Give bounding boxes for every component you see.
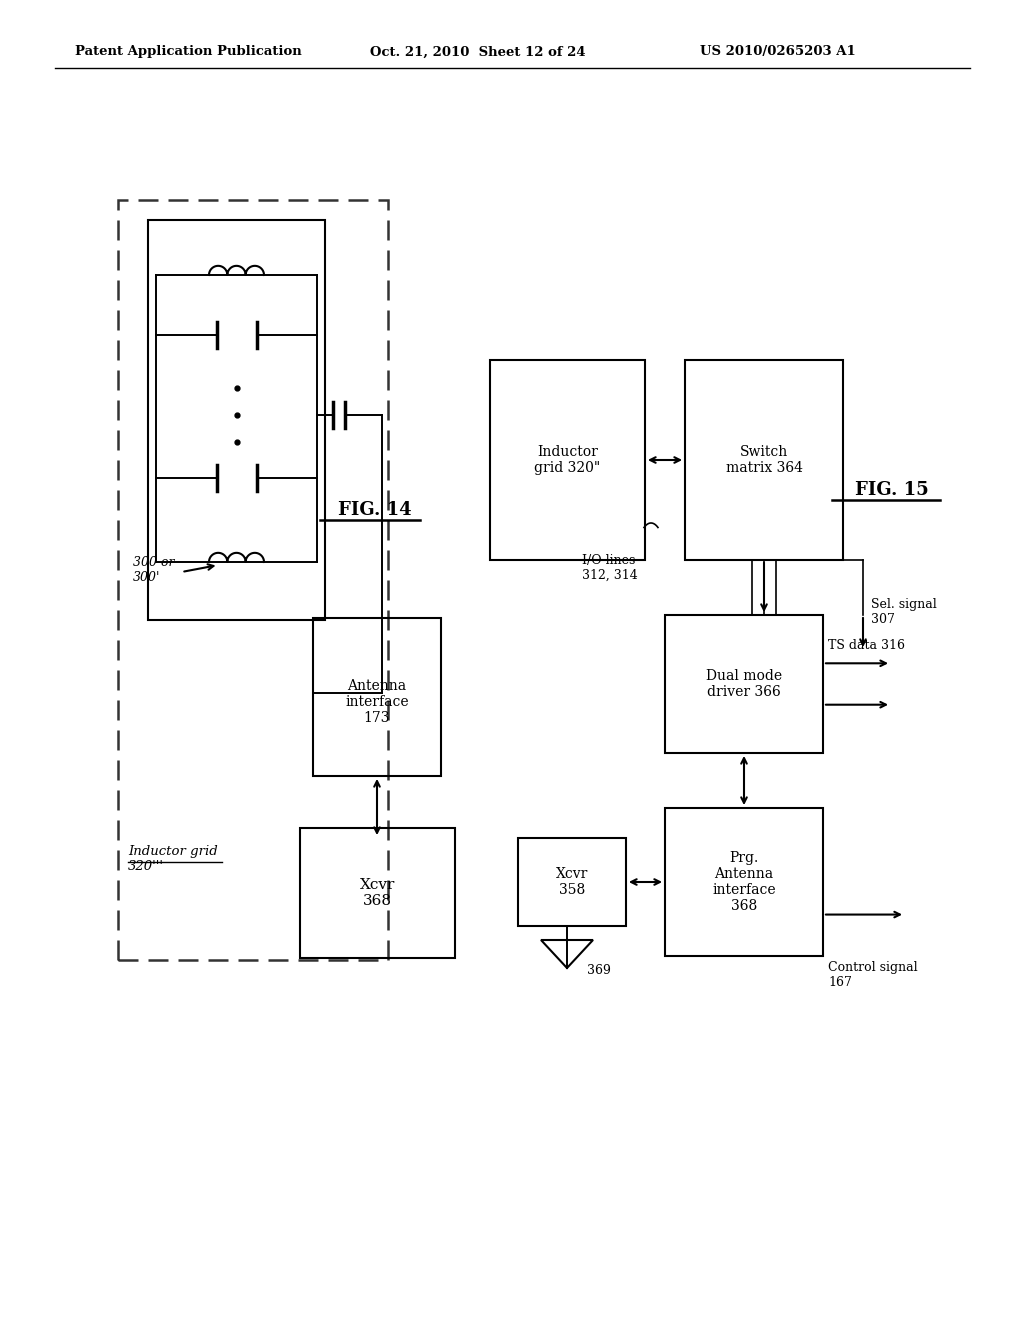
Text: Xcvr
358: Xcvr 358 [556,867,588,898]
Bar [148,220,325,620]
Bar [665,615,823,752]
Text: Patent Application Publication: Patent Application Publication [75,45,302,58]
Bar [685,360,843,560]
Bar [518,838,626,927]
Bar [313,618,441,776]
Text: Inductor grid
320''': Inductor grid 320''' [128,845,218,873]
Text: US 2010/0265203 A1: US 2010/0265203 A1 [700,45,856,58]
Text: Xcvr
368: Xcvr 368 [359,878,395,908]
Text: Oct. 21, 2010  Sheet 12 of 24: Oct. 21, 2010 Sheet 12 of 24 [370,45,586,58]
Text: Inductor
grid 320": Inductor grid 320" [535,445,601,475]
Text: Sel. signal
307: Sel. signal 307 [871,598,937,626]
Text: Antenna
interface
173: Antenna interface 173 [345,678,409,725]
Text: I/O lines
312, 314: I/O lines 312, 314 [582,554,638,582]
Text: 369: 369 [587,965,611,978]
Text: Dual mode
driver 366: Dual mode driver 366 [706,669,782,700]
Text: FIG. 14: FIG. 14 [338,502,412,519]
Bar [118,201,388,960]
Text: FIG. 15: FIG. 15 [855,480,929,499]
Bar [300,828,455,958]
Bar [665,808,823,956]
Text: Prg.
Antenna
interface
368: Prg. Antenna interface 368 [712,850,776,913]
Bar [490,360,645,560]
Text: Control signal
167: Control signal 167 [828,961,918,989]
Text: 300 or
300': 300 or 300' [133,556,174,583]
Text: TS data 316: TS data 316 [828,639,905,652]
Text: Switch
matrix 364: Switch matrix 364 [725,445,803,475]
